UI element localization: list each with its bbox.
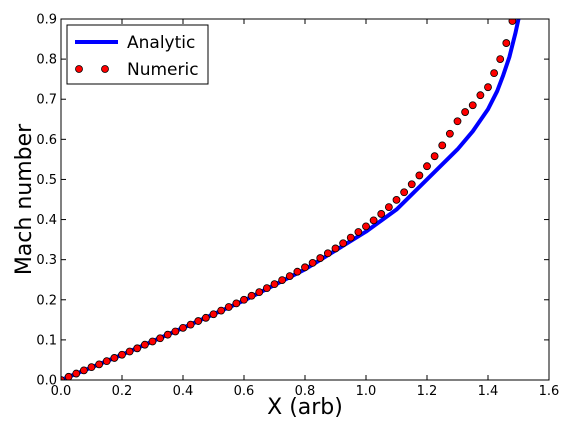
numeric-data-point: [430, 152, 439, 161]
numeric-data-point: [316, 254, 325, 262]
numeric-data-point: [102, 357, 111, 366]
numeric-data-point: [490, 69, 499, 78]
numeric-data-point: [64, 372, 73, 380]
numeric-data-point: [407, 180, 416, 189]
numeric-data-point: [468, 101, 477, 110]
x-tick-label: 1.2: [417, 384, 438, 399]
plot-area: [61, 19, 521, 380]
legend-numeric-marker-2: [101, 65, 109, 73]
numeric-data-point: [186, 320, 195, 329]
x-tick-label: 1.0: [356, 384, 377, 399]
numeric-data-point: [209, 310, 218, 319]
numeric-data-point: [453, 117, 462, 126]
plot-frame: [60, 18, 550, 381]
x-tick-label: 1.6: [539, 384, 560, 399]
numeric-data-point: [194, 317, 203, 325]
numeric-data-point: [118, 350, 126, 359]
numeric-data-point: [163, 330, 172, 339]
legend-numeric-label: Numeric: [127, 60, 199, 80]
y-tick-label: 0.6: [36, 133, 57, 148]
y-axis-label: Mach number: [12, 123, 37, 275]
numeric-data-point: [331, 244, 340, 253]
numeric-data-point: [232, 299, 241, 308]
numeric-data-point: [508, 19, 517, 25]
y-tick-label: 0.9: [36, 13, 57, 28]
numeric-data-point: [392, 195, 401, 204]
numeric-data-point: [301, 263, 309, 272]
x-tick-label: 0.8: [295, 384, 316, 399]
legend-numeric-marker-1: [75, 65, 83, 73]
numeric-data-point: [339, 239, 348, 248]
y-tick-label: 0.2: [36, 293, 57, 308]
numeric-data-point: [156, 334, 165, 343]
numeric-data-point: [270, 280, 279, 289]
numeric-data-point: [445, 129, 454, 138]
legend: Analytic Numeric: [66, 24, 209, 85]
y-tick-label: 0.7: [36, 93, 57, 108]
numeric-data-point: [476, 91, 485, 100]
numeric-data-point: [179, 323, 187, 332]
numeric-data-point: [308, 258, 317, 267]
numeric-data-point: [369, 216, 378, 225]
y-tick-label: 0.0: [36, 374, 57, 389]
numeric-data-point: [140, 340, 149, 349]
numeric-data-point: [133, 344, 142, 353]
numeric-data-point: [354, 228, 363, 236]
numeric-data-point: [377, 210, 386, 218]
x-tick-label: 1.4: [478, 384, 499, 399]
numeric-data-point: [148, 337, 157, 346]
y-tick-label: 0.3: [36, 253, 57, 268]
numeric-data-point: [262, 284, 271, 293]
numeric-data-point: [87, 363, 96, 372]
numeric-data-point: [400, 188, 409, 197]
numeric-data-point: [201, 313, 210, 322]
numeric-data-point: [384, 203, 393, 212]
y-tick-label: 0.8: [36, 53, 57, 68]
numeric-data-point: [362, 222, 370, 231]
numeric-data-point: [95, 360, 104, 369]
numeric-data-point: [438, 141, 447, 150]
x-tick-label: 0.4: [173, 384, 194, 399]
x-axis-label: X (arb): [267, 395, 343, 420]
numeric-data-point: [285, 272, 294, 281]
numeric-data-point: [484, 83, 492, 92]
numeric-data-point: [247, 291, 256, 300]
legend-analytic-label: Analytic: [127, 33, 195, 53]
numeric-data-point: [496, 55, 505, 64]
y-tick-label: 0.1: [36, 333, 57, 348]
x-tick-label: 0.6: [234, 384, 255, 399]
numeric-data-point: [502, 39, 511, 47]
x-tick-label: 0.2: [112, 384, 133, 399]
numeric-data-point: [72, 369, 81, 378]
numeric-data-point: [217, 306, 226, 315]
numeric-data-point: [255, 288, 264, 297]
numeric-data-point: [415, 171, 424, 180]
numeric-data-point: [293, 267, 302, 276]
numeric-data-point: [240, 295, 248, 304]
legend-box: [66, 24, 209, 85]
numeric-data-point: [61, 376, 65, 380]
numeric-data-point: [346, 233, 355, 242]
numeric-data-point: [125, 347, 134, 356]
y-tick-label: 0.4: [36, 213, 57, 228]
numeric-data-point: [461, 108, 470, 116]
y-tick-label: 0.5: [36, 173, 57, 188]
numeric-data-point: [224, 303, 233, 311]
numeric-data-point: [79, 366, 88, 375]
numeric-data-point: [278, 276, 287, 285]
numeric-data-point: [323, 249, 332, 258]
numeric-data-point: [110, 354, 119, 362]
axis-ticks: 0.0 0.2 0.4 0.6 0.8 1.0 1.2 1.4 1.6 0.0 0.1 0.2 0.3 0…: [36, 13, 559, 400]
numeric-data-point: [171, 327, 180, 336]
x-tick-label: 0.0: [51, 384, 72, 399]
numeric-data-point: [423, 162, 431, 171]
